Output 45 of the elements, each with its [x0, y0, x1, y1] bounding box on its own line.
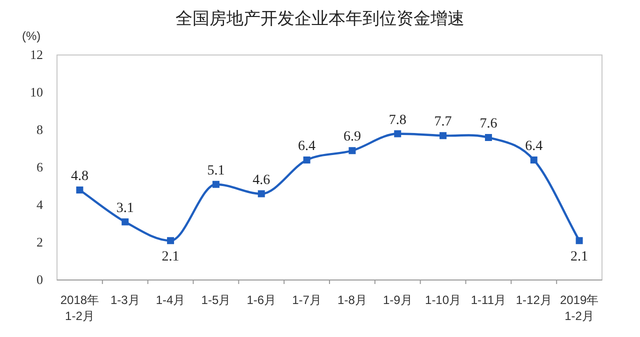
point [440, 132, 447, 140]
data-label: 7.8 [388, 112, 406, 128]
x-tick-label: 1-8月 [338, 293, 367, 307]
data-label: 5.1 [207, 163, 225, 178]
point [303, 156, 310, 164]
point [348, 147, 356, 154]
data-label: 6.4 [525, 139, 543, 154]
data-label: 4.8 [70, 169, 88, 184]
x-tick-label: 1-12月 [516, 293, 552, 307]
point [394, 130, 402, 138]
y-axis-title: (%) [22, 29, 41, 43]
point [167, 237, 174, 244]
y-tick-label: 2 [36, 234, 43, 250]
data-label: 7.7 [434, 114, 452, 130]
y-tick-label: 0 [36, 272, 43, 287]
point [76, 186, 84, 194]
chart-title: 全国房地产开发企业本年到位资金增速 [176, 9, 464, 28]
x-tick-label: 2019年 1-2月 [560, 293, 599, 323]
x-tick-label: 1-7月 [292, 293, 322, 307]
y-tick-label: 10 [30, 84, 43, 100]
y-tick-label: 4 [36, 197, 44, 212]
x-tick-label: 1-9月 [382, 293, 412, 307]
point [258, 190, 265, 198]
data-label: 6.4 [298, 139, 316, 154]
y-tick-label: 8 [36, 122, 43, 137]
data-label: 4.6 [252, 172, 270, 188]
y-tick-label: 6 [36, 160, 44, 174]
point [576, 237, 583, 244]
data-label: 2.1 [162, 250, 180, 265]
data-label: 2.1 [570, 250, 588, 265]
x-tick-label: 1-4月 [156, 293, 186, 307]
data-label: 3.1 [116, 200, 134, 216]
point [530, 156, 538, 164]
point [484, 134, 492, 141]
x-tick-label: 1-5月 [201, 293, 231, 307]
data-label: 6.9 [343, 130, 361, 145]
point [122, 218, 129, 226]
x-tick-label: 1-6月 [246, 293, 276, 307]
x-tick-label: 1-3月 [110, 293, 140, 307]
x-tick-label: 1-11月 [470, 293, 506, 307]
point [212, 180, 220, 188]
data-label: 7.6 [480, 116, 498, 132]
x-tick-label: 2018年 1-2月 [60, 293, 100, 323]
x-tick-label: 1-10月 [425, 293, 462, 307]
y-tick-label: 12 [30, 47, 43, 62]
